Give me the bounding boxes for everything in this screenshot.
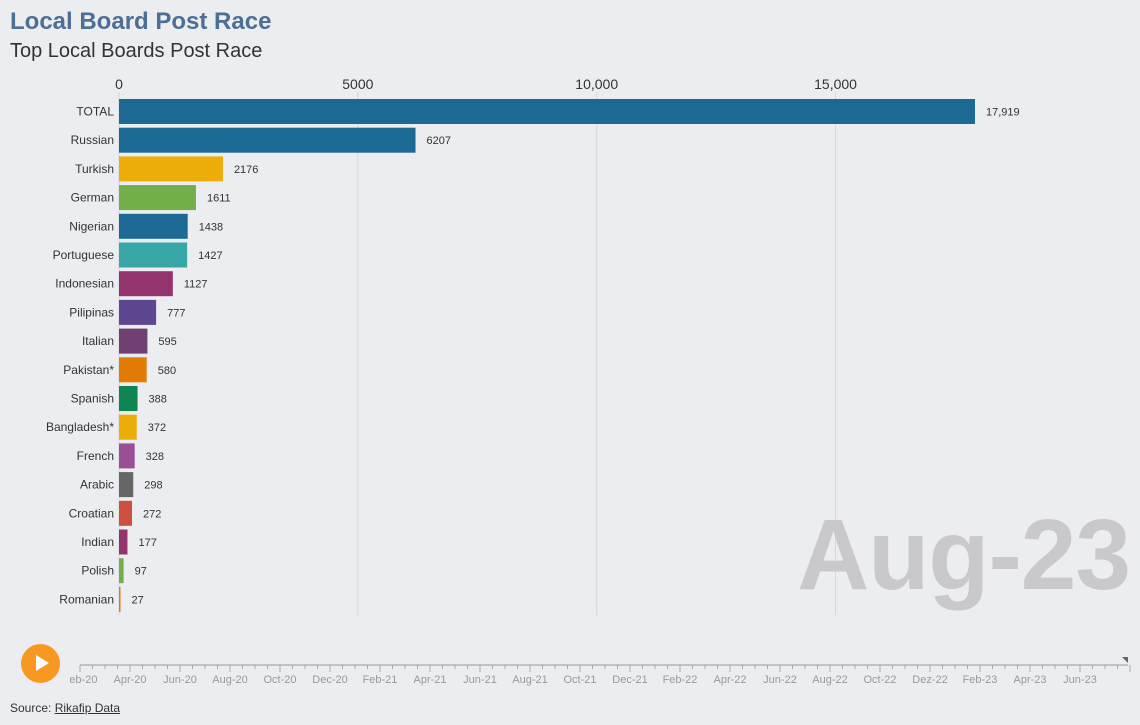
category-label: Nigerian bbox=[69, 219, 114, 233]
timeline-label: Feb-20 bbox=[70, 674, 97, 686]
timeline-label: Feb-23 bbox=[963, 674, 998, 686]
timeline-label: Oct-22 bbox=[863, 674, 896, 686]
category-label: Italian bbox=[82, 334, 114, 348]
value-label: 1438 bbox=[199, 221, 223, 233]
category-label: Spanish bbox=[71, 392, 114, 406]
timeline-label: Aug-22 bbox=[812, 674, 847, 686]
timeline-label: Oct-21 bbox=[563, 674, 596, 686]
category-label: Arabic bbox=[80, 478, 114, 492]
x-tick-label: 5000 bbox=[342, 76, 373, 92]
x-tick-label: 10,000 bbox=[575, 76, 618, 92]
bar bbox=[119, 586, 121, 612]
bar bbox=[119, 529, 128, 555]
bar bbox=[119, 127, 416, 153]
bar-chart: 0 5000 10,000 15,000 TOTAL 17,919 Russian 6207 T… bbox=[46, 76, 1020, 615]
value-label: 388 bbox=[149, 394, 167, 406]
bar bbox=[119, 386, 138, 411]
bar bbox=[119, 472, 134, 498]
value-label: 97 bbox=[135, 566, 147, 578]
category-label: Pilipinas bbox=[69, 305, 114, 319]
chart-subtitle: Top Local Boards Post Race bbox=[10, 40, 263, 62]
timeline-label: Dec-20 bbox=[312, 674, 347, 686]
bar bbox=[119, 185, 196, 211]
value-label: 777 bbox=[167, 307, 185, 319]
timeline-handle bbox=[1122, 657, 1128, 663]
bar bbox=[119, 299, 157, 325]
chart-title: Local Board Post Race bbox=[10, 8, 272, 35]
timeline-label: Jun-22 bbox=[763, 674, 797, 686]
value-label: 177 bbox=[138, 537, 156, 549]
x-tick-label: 15,000 bbox=[814, 76, 857, 92]
timeline-label: Jun-21 bbox=[463, 674, 497, 686]
timeline-label: Apr-21 bbox=[413, 674, 446, 686]
category-label: Indian bbox=[81, 535, 114, 549]
value-label: 580 bbox=[158, 365, 176, 377]
timeline-label: Aug-20 bbox=[212, 674, 247, 686]
value-label: 272 bbox=[143, 508, 161, 520]
bar bbox=[119, 99, 975, 124]
timeline-label: Feb-22 bbox=[663, 674, 698, 686]
timeline-label: Apr-23 bbox=[1013, 674, 1046, 686]
value-label: 1127 bbox=[184, 279, 208, 291]
play-icon bbox=[36, 655, 49, 671]
timeline-label: Apr-20 bbox=[113, 674, 146, 686]
timeline-label: Jun-20 bbox=[163, 674, 197, 686]
source-note: Source: Rikafip Data bbox=[10, 701, 120, 715]
bar bbox=[119, 357, 147, 383]
play-button[interactable] bbox=[21, 644, 60, 683]
bar bbox=[119, 242, 188, 268]
category-label: Croatian bbox=[69, 506, 114, 520]
bar bbox=[119, 443, 135, 469]
timeline-label: Dez-22 bbox=[912, 674, 947, 686]
value-label: 27 bbox=[132, 594, 144, 606]
category-label: Bangladesh* bbox=[46, 420, 114, 434]
value-label: 17,919 bbox=[986, 107, 1020, 119]
bar bbox=[119, 414, 137, 440]
source-link[interactable]: Rikafip Data bbox=[54, 701, 121, 715]
category-label: Russian bbox=[71, 133, 114, 147]
x-tick-label: 0 bbox=[115, 76, 123, 92]
category-label: Turkish bbox=[75, 162, 114, 176]
category-label: Portuguese bbox=[53, 248, 115, 262]
timeline-label: Aug-21 bbox=[512, 674, 547, 686]
timeline-label: Jun-23 bbox=[1063, 674, 1097, 686]
current-period-label: Aug-23 bbox=[797, 499, 1131, 611]
bar bbox=[119, 328, 148, 354]
category-label: Polish bbox=[81, 564, 114, 578]
bar bbox=[119, 500, 132, 526]
value-label: 1427 bbox=[198, 250, 222, 262]
category-label: German bbox=[71, 191, 114, 205]
category-label: Indonesian bbox=[55, 277, 114, 291]
value-label: 1611 bbox=[207, 193, 231, 205]
value-label: 298 bbox=[144, 480, 162, 492]
value-label: 6207 bbox=[427, 135, 451, 147]
bar bbox=[119, 558, 124, 584]
category-label: Romanian bbox=[59, 592, 114, 606]
timeline-label: Oct-20 bbox=[263, 674, 296, 686]
category-label: French bbox=[77, 449, 114, 463]
timeline-label: Feb-21 bbox=[363, 674, 398, 686]
value-label: 595 bbox=[158, 336, 176, 348]
timeline-label: Apr-22 bbox=[713, 674, 746, 686]
value-label: 372 bbox=[148, 422, 166, 434]
bar bbox=[119, 213, 188, 239]
bar bbox=[119, 156, 223, 182]
timeline-label: Dec-21 bbox=[612, 674, 647, 686]
category-label: Pakistan* bbox=[63, 363, 114, 377]
category-label: TOTAL bbox=[76, 105, 114, 119]
source-prefix: Source: bbox=[10, 701, 55, 715]
value-label: 2176 bbox=[234, 164, 258, 176]
value-label: 328 bbox=[146, 451, 164, 463]
bar bbox=[119, 271, 173, 297]
timeline-slider[interactable]: Feb-20 Apr-20 Jun-20 Aug-20 Oct-20 Dec-20 Feb-… bbox=[70, 652, 1135, 692]
